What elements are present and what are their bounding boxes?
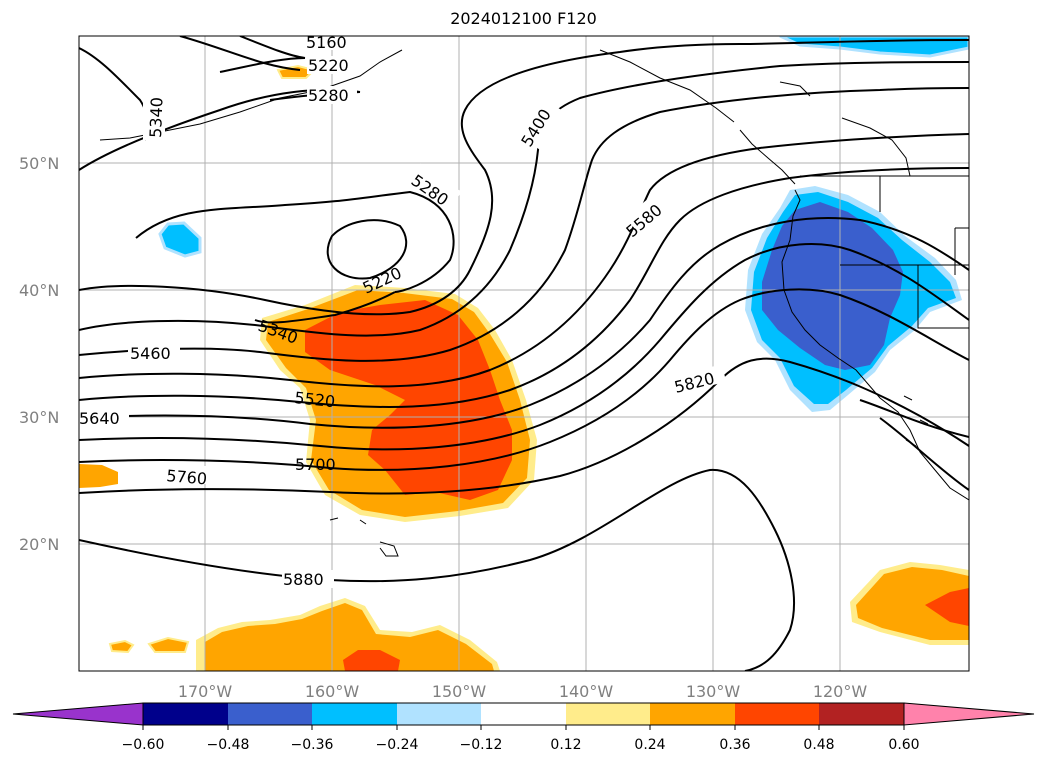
colorbar-tick-10: 0.60 — [888, 737, 919, 753]
colorbar-bin-5 — [481, 703, 566, 725]
colorbar-bin-4 — [397, 703, 481, 725]
lon-axis: 170°W 160°W 150°W 140°W 130°W 120°W — [178, 682, 868, 701]
colorbar-tick-3: −0.36 — [291, 737, 334, 753]
contour-label-5880: 5880 — [283, 570, 324, 589]
contour-label-5520: 5520 — [294, 388, 336, 411]
lon-label-160w: 160°W — [305, 682, 360, 701]
positive-anomaly-south-orange — [205, 603, 494, 671]
colorbar-tick-4: −0.24 — [376, 737, 419, 753]
colorbar-tick-8: 0.36 — [719, 737, 750, 753]
colorbar-tick-7: 0.24 — [634, 737, 665, 753]
colorbar-bin-7 — [650, 703, 735, 725]
lon-label-140w: 140°W — [559, 682, 614, 701]
positive-anomaly-central-red — [305, 300, 512, 500]
lon-label-130w: 130°W — [686, 682, 741, 701]
map-title: 2024012100 F120 — [450, 9, 597, 28]
positive-anomaly-small-1 — [108, 639, 135, 654]
map-frame — [78, 35, 970, 672]
colorbar-bin-3 — [312, 703, 397, 725]
contour-label-5460: 5460 — [130, 344, 171, 363]
positive-anomaly-west-orange — [79, 464, 118, 488]
contour-label-5640: 5640 — [79, 409, 120, 428]
colorbar-bin-6 — [566, 703, 650, 725]
colorbar-bin-2 — [228, 703, 312, 725]
lat-label-20n: 20°N — [19, 535, 59, 554]
positive-anomaly-southeast-red — [925, 588, 969, 626]
contour-label-5760: 5760 — [166, 466, 208, 488]
positive-anomaly-small-2 — [147, 636, 190, 653]
colorbar-extend-high — [903, 702, 1035, 726]
lon-label-170w: 170°W — [178, 682, 233, 701]
colorbar-tick-9: 0.48 — [803, 737, 834, 753]
lat-label-50n: 50°N — [19, 154, 59, 173]
graticule — [79, 36, 969, 671]
colorbar-tick-6: 0.12 — [550, 737, 581, 753]
lat-label-40n: 40°N — [19, 281, 59, 300]
height-contours — [79, 36, 969, 671]
positive-anomaly-south-red — [343, 650, 400, 671]
negative-anomaly-west-sky — [158, 221, 202, 258]
lon-label-120w: 120°W — [813, 682, 868, 701]
contour-label-group: 5160 5220 5280 5340 5400 5280 5580 5220 … — [79, 33, 727, 589]
contour-label-5220-north: 5220 — [308, 56, 349, 75]
colorbar: −0.60 −0.48 −0.36 −0.24 −0.12 0.12 0.24 … — [12, 702, 1035, 753]
colorbar-bin-8 — [735, 703, 819, 725]
lat-axis: 50°N 40°N 30°N 20°N — [19, 154, 59, 554]
lon-label-150w: 150°W — [432, 682, 487, 701]
contour-label-5280-north: 5280 — [308, 86, 349, 105]
lat-label-30n: 30°N — [19, 408, 59, 427]
colorbar-extend-low — [12, 702, 144, 726]
colorbar-tick-2: −0.48 — [207, 737, 250, 753]
contour-label-5340-west: 5340 — [146, 97, 166, 138]
colorbar-tick-1: −0.60 — [122, 737, 165, 753]
colorbar-bin-1 — [143, 703, 228, 725]
contour-label-5700: 5700 — [295, 455, 336, 474]
positive-anomaly-southeast-orange — [856, 567, 969, 640]
colorbar-frame — [142, 702, 905, 726]
colorbar-bin-9 — [819, 703, 904, 725]
contour-label-5160: 5160 — [306, 33, 347, 52]
colorbar-tick-5: −0.12 — [460, 737, 503, 753]
map-panel: 5160 5220 5280 5340 5400 5280 5580 5220 … — [79, 33, 969, 671]
